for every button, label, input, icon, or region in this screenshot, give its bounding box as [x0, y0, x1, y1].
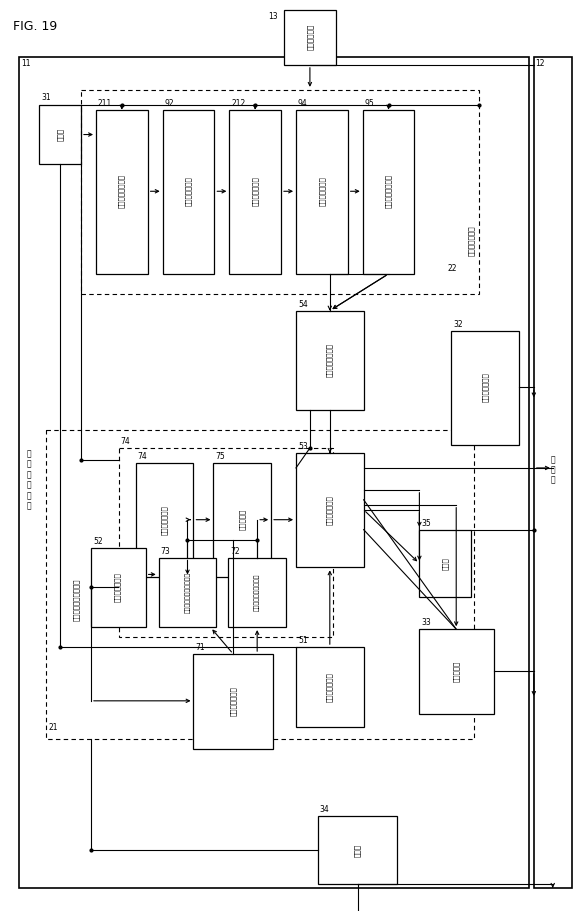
Text: 52: 52 [93, 537, 103, 546]
Text: 整体動作部: 整体動作部 [453, 660, 459, 682]
Bar [159, 558, 216, 627]
Text: 11: 11 [22, 59, 31, 68]
Text: 学習結果検証部: 学習結果検証部 [252, 176, 258, 206]
Bar [46, 430, 474, 739]
Text: 74: 74 [138, 452, 147, 461]
Bar [163, 110, 215, 274]
Text: 54: 54 [298, 299, 308, 309]
Bar [296, 310, 364, 410]
Text: 表示部: 表示部 [442, 557, 448, 570]
Bar [213, 463, 271, 577]
Text: 34: 34 [320, 805, 329, 814]
Text: 経路統計計画部: 経路統計計画部 [161, 505, 168, 535]
Bar [19, 57, 529, 888]
Text: 74: 74 [121, 437, 131, 446]
Bar [318, 816, 398, 884]
Text: 21: 21 [48, 723, 58, 731]
Bar [39, 105, 81, 164]
Text: 操作部: 操作部 [57, 128, 64, 142]
Text: 個人化情報記憶部: 個人化情報記憶部 [326, 343, 333, 377]
Bar [229, 558, 286, 627]
Text: 32: 32 [453, 320, 463, 329]
Bar [296, 453, 364, 568]
Bar [229, 110, 281, 274]
Text: 自動運転制御ブロック: 自動運転制御ブロック [73, 578, 79, 621]
Text: 検証結果判定部: 検証結果判定部 [318, 176, 325, 206]
Bar [194, 654, 273, 749]
Bar [363, 110, 415, 274]
Text: 22: 22 [447, 264, 456, 273]
Text: 経路動作決定部: 経路動作決定部 [114, 572, 121, 603]
Text: カ
ー
系: カ ー 系 [550, 455, 555, 485]
Text: 211: 211 [98, 99, 112, 108]
Text: 学習結果記憶部: 学習結果記憶部 [185, 176, 192, 206]
Text: 35: 35 [422, 519, 431, 528]
Text: 13: 13 [268, 12, 278, 21]
Text: 73: 73 [161, 547, 170, 555]
Text: 個人化情報取得部: 個人化情報取得部 [118, 174, 125, 208]
Bar [419, 629, 494, 714]
Text: 反射動作決定部: 反射動作決定部 [326, 672, 333, 702]
Text: 手動運転制御部: 手動運転制御部 [482, 373, 489, 403]
Bar [96, 110, 147, 274]
Bar [136, 463, 194, 577]
Text: 経路動作制御部: 経路動作制御部 [326, 495, 333, 525]
Text: 個人化情報提供部: 個人化情報提供部 [385, 174, 392, 208]
Bar [296, 110, 347, 274]
Bar [419, 530, 471, 597]
Text: 51: 51 [298, 636, 308, 645]
Bar [534, 57, 572, 888]
Text: 接続管理装置: 接続管理装置 [307, 24, 313, 50]
Text: 行動計画部: 行動計画部 [239, 509, 245, 530]
Text: FIG. 19: FIG. 19 [13, 20, 58, 33]
Text: 運
転
制
御
装
置: 運 転 制 御 装 置 [27, 449, 31, 510]
Bar [296, 647, 364, 727]
Text: 75: 75 [215, 452, 225, 461]
Text: 個人化ブロック: 個人化ブロック [468, 226, 475, 257]
Bar [119, 448, 333, 637]
Bar [81, 89, 479, 294]
Text: 94: 94 [298, 99, 308, 108]
Text: 12: 12 [535, 59, 545, 68]
Text: 71: 71 [195, 643, 205, 652]
Text: 212: 212 [231, 99, 245, 108]
Text: 33: 33 [422, 618, 431, 627]
Text: グローバルマップ処理部: グローバルマップ処理部 [185, 572, 190, 613]
Text: ローカルマップ生成部: ローカルマップ生成部 [254, 573, 260, 611]
Text: 53: 53 [298, 442, 308, 451]
Bar [91, 548, 146, 627]
Text: 音声部: 音声部 [354, 844, 361, 856]
Text: 31: 31 [41, 93, 51, 101]
Bar [284, 10, 336, 65]
Text: 95: 95 [364, 99, 374, 108]
Text: 72: 72 [230, 547, 240, 555]
Text: 92: 92 [164, 99, 174, 108]
Text: 環境情報認識部: 環境情報認識部 [230, 686, 237, 716]
Bar [451, 331, 519, 445]
